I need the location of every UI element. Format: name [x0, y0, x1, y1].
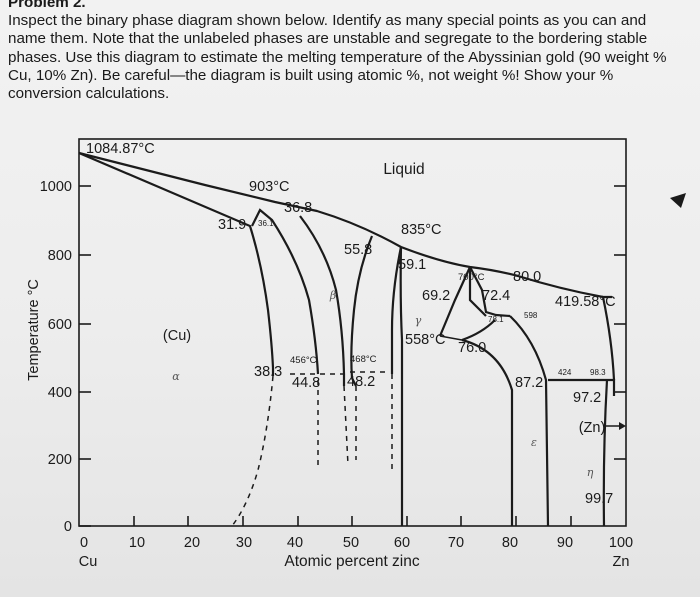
x-tick-40: 40 [287, 535, 303, 551]
alpha-phase-boundary [78, 151, 275, 527]
y-tick-600: 600 [48, 317, 72, 333]
x-tick-0: 0 [80, 535, 88, 551]
label-59-1: 59.1 [398, 257, 426, 273]
label-76-0: 76.0 [458, 340, 486, 356]
label-903c: 903°C [249, 179, 289, 195]
x-tick-marks [133, 516, 572, 526]
label-36-1: 36.1 [258, 219, 274, 228]
label-78-1: 78.1 [488, 315, 504, 324]
label-97-2: 97.2 [573, 390, 601, 406]
label-598: 598 [524, 311, 538, 320]
x-tick-20: 20 [184, 535, 200, 551]
problem-statement: Inspect the binary phase diagram shown b… [8, 12, 667, 103]
liquidus-curve [78, 151, 612, 299]
x-axis-title: Atomic percent zinc [284, 553, 419, 570]
phase-label-eta: η [587, 466, 594, 479]
label-zn-melting-point: 419.58°C [555, 294, 616, 310]
label-456c: 456°C [290, 355, 317, 366]
problem-heading: Problem 2. [8, 0, 86, 11]
x-tick-labels: 0 10 20 30 40 50 60 70 80 90 100 [80, 535, 633, 551]
zn-pointer-arrow-icon [619, 422, 626, 430]
phase-label-liquid: Liquid [383, 161, 424, 178]
y-tick-200: 200 [48, 452, 72, 468]
phase-label-zn: (Zn) [579, 420, 606, 436]
label-38-3: 38.3 [254, 364, 282, 380]
label-700c: 700°C [458, 272, 485, 283]
label-424: 424 [558, 368, 572, 377]
label-48-2: 48.2 [347, 374, 375, 390]
label-69-2: 69.2 [422, 288, 450, 304]
phase-label-epsilon: ε [531, 436, 537, 449]
y-axis-title: Temperature °C [26, 279, 42, 381]
label-44-8: 44.8 [292, 375, 320, 391]
y-tick-1000: 1000 [40, 179, 72, 195]
element-cu-label: Cu [79, 554, 98, 570]
x-tick-30: 30 [236, 535, 252, 551]
phase-label-alpha: α [172, 370, 180, 383]
x-tick-60: 60 [394, 535, 410, 551]
label-87-2: 87.2 [515, 375, 543, 391]
beta-phase-boundary [251, 208, 349, 470]
gamma-phase-boundary [350, 235, 403, 470]
epsilon-phase-boundary [461, 315, 550, 527]
label-98-3: 98.3 [590, 368, 606, 377]
label-468c: 468°C [350, 354, 377, 365]
x-tick-100: 100 [609, 535, 633, 551]
x-tick-50: 50 [343, 535, 359, 551]
delta-phase-boundary [399, 246, 511, 526]
y-tick-marks [79, 185, 626, 527]
label-55-8: 55.8 [344, 242, 372, 258]
phase-label-beta: β [329, 289, 336, 302]
x-tick-70: 70 [448, 535, 464, 551]
cursor-pointer-icon [670, 193, 686, 208]
label-835c: 835°C [401, 222, 441, 238]
element-zn-label: Zn [613, 554, 630, 570]
label-80-0: 80.0 [513, 269, 541, 285]
eta-phase-boundary [548, 296, 616, 527]
label-558c: 558°C [405, 332, 445, 348]
label-99-7: 99.7 [585, 491, 613, 507]
label-36-8: 36.8 [284, 200, 312, 216]
y-tick-labels: 0 200 400 600 800 1000 [40, 179, 72, 535]
y-tick-0: 0 [64, 519, 72, 535]
problem-text-block: Problem 2. Inspect the binary phase diag… [8, 0, 688, 103]
phase-label-gamma: γ [415, 314, 422, 327]
x-tick-90: 90 [557, 535, 573, 551]
label-cu-melting-point: 1084.87°C [86, 141, 155, 157]
x-tick-80: 80 [502, 535, 518, 551]
label-31-9: 31.9 [218, 217, 246, 233]
y-tick-800: 800 [48, 248, 72, 264]
x-tick-10: 10 [129, 535, 145, 551]
label-72-4: 72.4 [482, 288, 510, 304]
y-tick-400: 400 [48, 385, 72, 401]
phase-label-cu: (Cu) [163, 328, 191, 344]
